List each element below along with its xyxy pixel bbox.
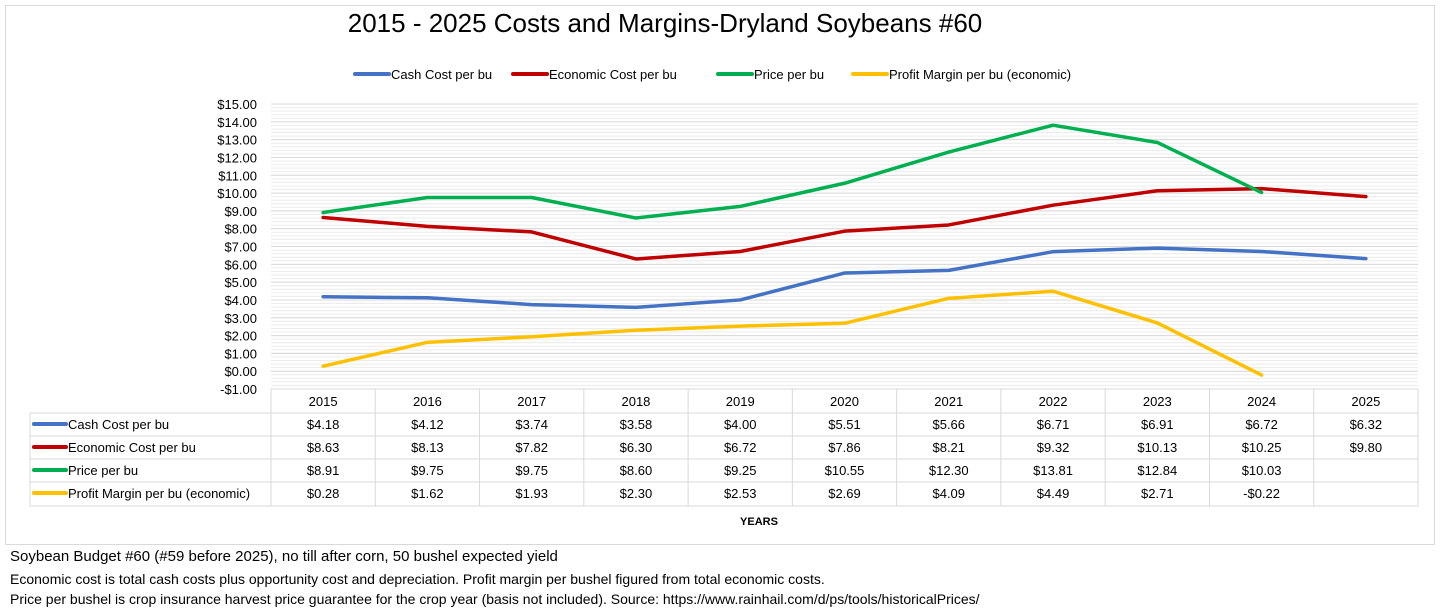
y-tick-label: $1.00 <box>224 346 257 361</box>
series-line <box>321 289 1264 377</box>
x-axis-title: YEARS <box>740 516 778 528</box>
data-label: $8.63 <box>307 440 340 455</box>
x-category-label: 2017 <box>517 394 546 409</box>
data-label: $6.32 <box>1350 417 1383 432</box>
x-category-label: 2023 <box>1143 394 1172 409</box>
data-label: $9.75 <box>515 463 548 478</box>
y-tick-label: $4.00 <box>224 293 257 308</box>
x-category-label: 2016 <box>413 394 442 409</box>
data-label: $6.72 <box>724 440 757 455</box>
y-tick-label: $8.00 <box>224 222 257 237</box>
data-label: $2.30 <box>620 486 653 501</box>
data-label: $1.62 <box>411 486 444 501</box>
x-category-label: 2020 <box>830 394 859 409</box>
legend-label: Price per bu <box>754 67 824 82</box>
data-label: $7.82 <box>515 440 548 455</box>
y-tick-label: $2.00 <box>224 329 257 344</box>
data-label: $4.18 <box>307 417 340 432</box>
data-label: $6.30 <box>620 440 653 455</box>
y-tick-label: $13.00 <box>217 133 257 148</box>
x-category-label: 2022 <box>1039 394 1068 409</box>
data-label: $1.93 <box>515 486 548 501</box>
table-series-label: Price per bu <box>68 463 138 478</box>
data-label: $8.13 <box>411 440 444 455</box>
y-tick-label: $15.00 <box>217 97 257 112</box>
data-label: $10.25 <box>1242 440 1282 455</box>
series-line <box>321 186 1368 261</box>
y-tick-label: $0.00 <box>224 364 257 379</box>
legend-label: Cash Cost per bu <box>391 67 492 82</box>
table-series-label: Cash Cost per bu <box>68 417 169 432</box>
data-label: $4.09 <box>932 486 965 501</box>
y-tick-label: $3.00 <box>224 311 257 326</box>
footnote-price-source: Price per bushel is crop insurance harve… <box>10 591 980 607</box>
data-label: $4.49 <box>1037 486 1070 501</box>
y-tick-label: $10.00 <box>217 186 257 201</box>
data-label: -$0.22 <box>1243 486 1280 501</box>
data-label: $7.86 <box>828 440 861 455</box>
data-label: $5.51 <box>828 417 861 432</box>
data-label: $6.72 <box>1245 417 1278 432</box>
data-label: $4.00 <box>724 417 757 432</box>
x-category-label: 2019 <box>726 394 755 409</box>
data-label: $2.53 <box>724 486 757 501</box>
data-label: $5.66 <box>932 417 965 432</box>
data-label: $12.84 <box>1137 463 1177 478</box>
data-label: $10.03 <box>1242 463 1282 478</box>
data-label: $4.12 <box>411 417 444 432</box>
data-label: $9.75 <box>411 463 444 478</box>
table-series-label: Economic Cost per bu <box>68 440 196 455</box>
y-tick-label: $14.00 <box>217 115 257 130</box>
chart-frame <box>5 5 1435 545</box>
y-tick-label: $9.00 <box>224 204 257 219</box>
data-label: $0.28 <box>307 486 340 501</box>
data-label: $3.58 <box>620 417 653 432</box>
legend-label: Economic Cost per bu <box>549 67 677 82</box>
series-line <box>321 246 1368 310</box>
x-category-label: 2018 <box>621 394 650 409</box>
data-label: $8.60 <box>620 463 653 478</box>
data-label: $10.13 <box>1137 440 1177 455</box>
y-tick-label: $7.00 <box>224 240 257 255</box>
x-category-label: 2015 <box>309 394 338 409</box>
data-label: $9.25 <box>724 463 757 478</box>
table-series-label: Profit Margin per bu (economic) <box>68 486 250 501</box>
series-line <box>321 123 1264 220</box>
data-label: $8.91 <box>307 463 340 478</box>
x-category-label: 2024 <box>1247 394 1276 409</box>
data-label: $10.55 <box>825 463 865 478</box>
y-tick-label: -$1.00 <box>220 382 257 397</box>
data-label: $2.69 <box>828 486 861 501</box>
y-tick-label: $11.00 <box>218 168 257 183</box>
data-label: $9.80 <box>1350 440 1383 455</box>
data-label: $2.71 <box>1141 486 1174 501</box>
y-tick-label: $5.00 <box>224 275 257 290</box>
y-tick-label: $6.00 <box>224 257 257 272</box>
data-label: $8.21 <box>932 440 965 455</box>
data-label: $13.81 <box>1033 463 1073 478</box>
legend-label: Profit Margin per bu (economic) <box>889 67 1071 82</box>
footnote-budget: Soybean Budget #60 (#59 before 2025), no… <box>10 548 558 565</box>
data-label: $12.30 <box>929 463 969 478</box>
x-category-label: 2021 <box>934 394 963 409</box>
chart-title: 2015 - 2025 Costs and Margins-Dryland So… <box>347 8 983 38</box>
x-category-label: 2025 <box>1351 394 1380 409</box>
footnote-economic-cost: Economic cost is total cash costs plus o… <box>10 571 825 587</box>
data-label: $3.74 <box>515 417 548 432</box>
data-label: $6.71 <box>1037 417 1070 432</box>
data-label: $6.91 <box>1141 417 1174 432</box>
data-label: $9.32 <box>1037 440 1070 455</box>
y-tick-label: $12.00 <box>217 150 257 165</box>
